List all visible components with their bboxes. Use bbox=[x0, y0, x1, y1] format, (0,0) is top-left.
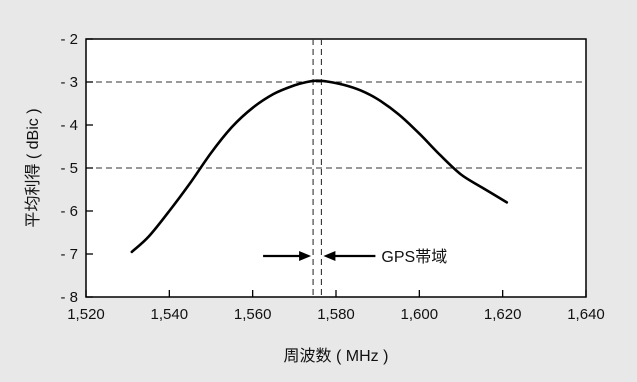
arrow-right-head bbox=[323, 251, 336, 261]
series-line-gain bbox=[130, 79, 509, 254]
x-tick-label-2: 1,560 bbox=[234, 306, 272, 323]
tick-marks bbox=[85, 38, 587, 298]
gps-band-label: GPS帯域 bbox=[381, 248, 447, 266]
y-tick-label-2: - 4 bbox=[60, 117, 78, 134]
x-tick-label-5: 1,620 bbox=[484, 306, 522, 323]
arrow-left-head bbox=[299, 251, 312, 261]
tick-labels: 1,520 1,540 1,560 1,580 1,600 1,620 1,640 - 2 - … bbox=[60, 31, 604, 323]
x-tick-label-3: 1,580 bbox=[317, 306, 355, 323]
x-tick-label-4: 1,600 bbox=[401, 306, 439, 323]
y-axis-title: 平均利得 ( dBic ) bbox=[24, 108, 42, 227]
x-tick-label-1: 1,540 bbox=[151, 306, 189, 323]
x-tick-label-6: 1,640 bbox=[567, 306, 605, 323]
gps-band-annotation: GPS帯域 bbox=[263, 248, 447, 266]
x-axis-title: 周波数 ( MHz ) bbox=[284, 347, 389, 365]
y-tick-label-4: - 6 bbox=[60, 203, 78, 220]
y-tick-label-6: - 8 bbox=[60, 289, 78, 306]
y-tick-label-5: - 7 bbox=[60, 246, 78, 263]
x-tick-label-0: 1,520 bbox=[67, 306, 105, 323]
y-tick-label-0: - 2 bbox=[60, 31, 78, 48]
y-tick-label-3: - 5 bbox=[60, 160, 78, 177]
y-tick-label-1: - 3 bbox=[60, 74, 78, 91]
